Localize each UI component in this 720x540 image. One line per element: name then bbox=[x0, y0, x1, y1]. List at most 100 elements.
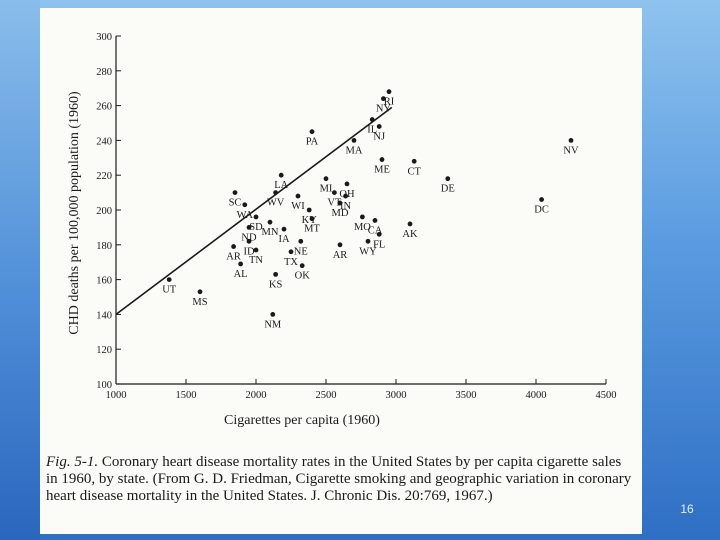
point-label: VT bbox=[327, 198, 342, 209]
data-point bbox=[309, 129, 315, 135]
data-point bbox=[295, 193, 301, 199]
data-point bbox=[273, 190, 278, 196]
caption-label: Fig. 5-1. bbox=[46, 454, 99, 470]
point-label: WV bbox=[267, 198, 285, 209]
data-point bbox=[309, 216, 315, 222]
scatter-chart: 1000 1500 2000 2500 3000 3500 4000 4500 100 120 14… bbox=[67, 32, 617, 428]
point-label: MS bbox=[192, 297, 207, 308]
point-label: WY bbox=[359, 246, 377, 257]
data-point bbox=[281, 226, 287, 232]
point-label: MO bbox=[354, 222, 371, 233]
x-tick-label: 2000 bbox=[246, 390, 267, 401]
data-point bbox=[323, 176, 329, 182]
point-label: AR bbox=[226, 252, 241, 263]
y-tick-label: 300 bbox=[96, 32, 112, 43]
y-axis-label: CHD deaths per 100,000 population (1960) bbox=[67, 91, 82, 335]
y-tick-label: 100 bbox=[96, 380, 112, 391]
data-point bbox=[372, 218, 378, 223]
data-point bbox=[337, 242, 343, 248]
point-label: DC bbox=[534, 205, 549, 216]
y-tick-label: 160 bbox=[96, 276, 112, 287]
data-point bbox=[288, 249, 294, 255]
y-tick-label: 280 bbox=[96, 67, 112, 78]
caption-text: Coronary heart disease mortality rates i… bbox=[46, 454, 632, 504]
data-point bbox=[267, 219, 273, 225]
point-label: SD bbox=[249, 222, 263, 233]
data-point bbox=[365, 238, 371, 244]
data-point bbox=[299, 263, 305, 269]
y-tick-label: 140 bbox=[96, 310, 112, 321]
data-point bbox=[273, 271, 278, 277]
figure-caption: Fig. 5-1. Coronary heart disease mortali… bbox=[46, 454, 636, 505]
point-label: TX bbox=[284, 257, 298, 268]
regression-line-layer bbox=[115, 106, 393, 316]
point-label: AR bbox=[333, 250, 348, 261]
data-point bbox=[306, 207, 312, 213]
data-point bbox=[343, 193, 348, 199]
point-label: UT bbox=[162, 285, 177, 296]
data-point bbox=[242, 202, 248, 208]
data-point bbox=[376, 124, 382, 129]
point-label: CA bbox=[368, 225, 383, 236]
points-layer: RINYILNJPAMANVCTMELAMIDEOHSCWVWIVTINDCWA… bbox=[162, 89, 579, 330]
slide-left-bar bbox=[0, 0, 40, 540]
data-point bbox=[278, 172, 284, 178]
data-point bbox=[351, 138, 357, 143]
x-tick-label: 3500 bbox=[456, 390, 477, 401]
point-label: IL bbox=[367, 125, 377, 136]
point-label: FL bbox=[373, 239, 385, 250]
data-point bbox=[298, 238, 304, 244]
data-point bbox=[231, 244, 237, 249]
point-label: IA bbox=[278, 234, 289, 245]
point-label: OK bbox=[295, 271, 311, 282]
point-label: DE bbox=[441, 184, 455, 195]
point-label: MN bbox=[262, 227, 279, 238]
x-tick-label: 1000 bbox=[106, 390, 127, 401]
data-point bbox=[381, 96, 386, 102]
chart-axes: 1000 1500 2000 2500 3000 3500 4000 4500 100 120 14… bbox=[96, 32, 616, 401]
y-tick-label: 260 bbox=[96, 102, 112, 113]
point-label: AL bbox=[234, 269, 248, 280]
data-point bbox=[253, 214, 259, 220]
data-point bbox=[337, 200, 343, 206]
data-point bbox=[246, 238, 252, 244]
page-number: 16 bbox=[680, 502, 694, 516]
point-label: SC bbox=[229, 198, 242, 209]
data-point bbox=[332, 190, 337, 196]
point-label: NV bbox=[563, 145, 579, 156]
data-point bbox=[369, 117, 375, 122]
data-point bbox=[386, 89, 392, 95]
data-point bbox=[238, 261, 244, 267]
data-point bbox=[253, 247, 259, 253]
y-tick-label: 120 bbox=[96, 345, 112, 356]
point-label: ME bbox=[374, 165, 390, 176]
data-point bbox=[197, 289, 203, 295]
point-label: TN bbox=[249, 255, 263, 266]
point-label: MA bbox=[346, 145, 363, 156]
point-label: PA bbox=[306, 137, 319, 148]
x-tick-label: 2500 bbox=[316, 390, 337, 401]
point-label: MT bbox=[304, 224, 320, 235]
x-tick-label: 4500 bbox=[596, 390, 617, 401]
point-label: KY bbox=[302, 215, 318, 226]
x-tick-label: 1500 bbox=[176, 390, 197, 401]
point-label: MI bbox=[320, 184, 333, 195]
data-point bbox=[568, 138, 574, 143]
point-label: NJ bbox=[373, 131, 385, 142]
point-label: ID bbox=[243, 246, 254, 257]
point-label: RI bbox=[384, 97, 395, 108]
point-label: LA bbox=[274, 180, 288, 191]
point-label: ND bbox=[241, 232, 257, 243]
point-label: CT bbox=[407, 166, 421, 177]
point-label: WA bbox=[237, 210, 254, 221]
y-tick-label: 240 bbox=[96, 136, 112, 147]
point-label: NE bbox=[294, 246, 308, 257]
data-point bbox=[379, 157, 385, 162]
point-label: WI bbox=[291, 201, 305, 212]
point-label: IN bbox=[340, 201, 351, 212]
x-axis-label: Cigarettes per capita (1960) bbox=[224, 413, 380, 428]
data-point bbox=[539, 197, 544, 202]
data-point bbox=[344, 181, 350, 187]
data-point bbox=[360, 214, 365, 220]
data-point bbox=[166, 277, 172, 282]
